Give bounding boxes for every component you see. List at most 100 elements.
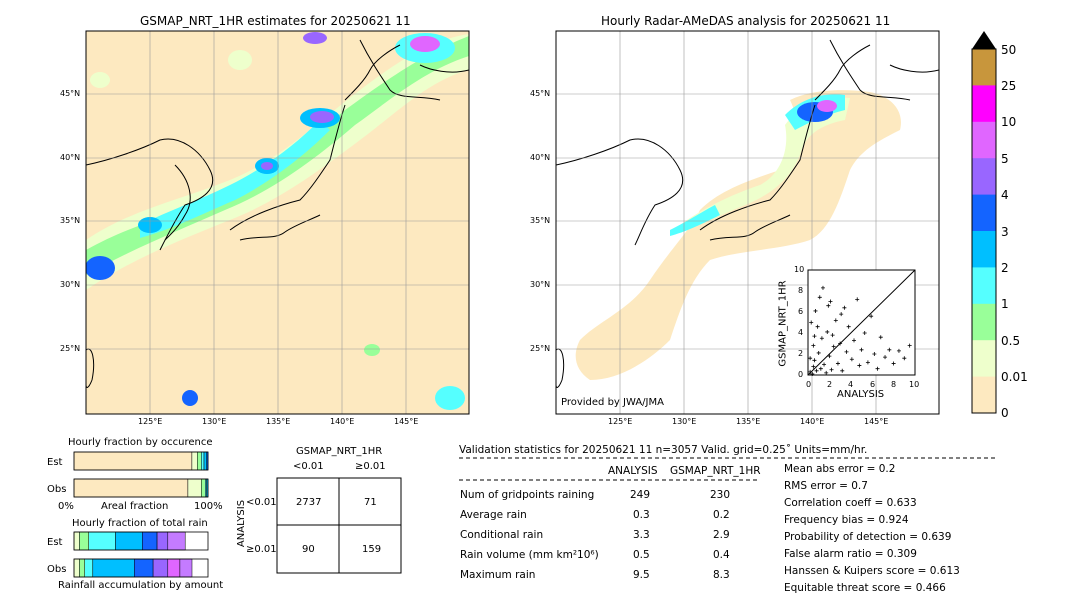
right-lat-45: 45°N [530, 89, 551, 98]
scatter-point [816, 350, 821, 355]
scatter-point [825, 329, 830, 334]
contingency-cell-11: 2737 [296, 497, 322, 508]
left-lat-35: 35°N [60, 216, 81, 225]
frac-occ-axis-right: 100% [194, 501, 223, 512]
frac-total-est-label: Est [47, 537, 63, 548]
colorbar-cell [972, 376, 996, 414]
cbar-label-5: 5 [1001, 152, 1009, 166]
contingency-col2: ≥0.01 [355, 461, 386, 472]
scatter-point [812, 358, 817, 363]
frac-total-obs-label: Obs [47, 564, 67, 575]
left-lat-30: 30°N [60, 280, 81, 289]
scatter-point [817, 295, 822, 300]
validation-col-gsmap: GSMAP_NRT_1HR [670, 465, 761, 477]
score-line: False alarm ratio = 0.309 [784, 548, 917, 560]
frac-occ-axis-mid: Areal fraction [101, 501, 169, 512]
cbar-label-3: 3 [1001, 225, 1009, 239]
right-lon-125: 125°E [608, 417, 633, 426]
scatter-point [878, 335, 883, 340]
validation-row-gsmap: 2.9 [713, 529, 730, 541]
colorbar-cells [972, 49, 996, 414]
fraction-segment [73, 451, 193, 471]
cbar-label-0: 0 [1001, 406, 1009, 420]
validation-col-analysis: ANALYSIS [608, 465, 658, 477]
scatter-point [830, 333, 835, 338]
fraction-segment [205, 478, 207, 498]
scatter-point [883, 355, 888, 360]
score-line: Probability of detection = 0.639 [784, 531, 952, 543]
cbar-label-1: 1 [1001, 297, 1009, 311]
fraction-segment [142, 531, 158, 551]
scatter-point [831, 344, 836, 349]
left-lon-140: 140°E [330, 417, 355, 426]
frac-total-axis-mid: Rainfall accumulation by amount [58, 580, 224, 591]
scatter-point [810, 371, 815, 376]
scatter-point [820, 285, 825, 290]
right-lon-145: 145°E [864, 417, 889, 426]
fraction-segment [92, 558, 135, 578]
scatter-point [907, 343, 912, 348]
left-lon-135: 135°E [266, 417, 291, 426]
cbar-label-10: 10 [1001, 115, 1017, 129]
right-lon-130: 130°E [672, 417, 697, 426]
validation-row-label: Conditional rain [460, 529, 544, 541]
contingency-col1: <0.01 [293, 461, 324, 472]
fraction-segment [134, 558, 154, 578]
scatter-point [828, 299, 833, 304]
right-lon-135: 135°E [736, 417, 761, 426]
colorbar-cell [972, 231, 996, 268]
fraction-bar-outline [73, 451, 209, 471]
scatter-point [826, 303, 831, 308]
colorbar-cell [972, 49, 996, 86]
score-line: RMS error = 0.7 [784, 480, 868, 492]
scatter-point [811, 343, 816, 348]
scatter-point [839, 312, 844, 317]
contingency-cell-12: 71 [364, 497, 377, 508]
cbar-label-4: 4 [1001, 188, 1009, 202]
scatter-ytick-6: 6 [798, 307, 804, 316]
validation-row-gsmap: 230 [710, 489, 731, 501]
validation-row-gsmap: 8.3 [713, 569, 730, 581]
fraction-segment [79, 531, 90, 551]
score-line: Equitable threat score = 0.466 [784, 582, 946, 594]
fraction-bar-outline [73, 531, 209, 551]
score-line: Hanssen & Kuipers score = 0.613 [784, 565, 960, 577]
scatter-ytick-0: 0 [798, 370, 804, 379]
scatter-point [869, 314, 874, 319]
scatter-point [815, 324, 820, 329]
scatter-point [818, 366, 823, 371]
scatter-point [813, 308, 818, 313]
colorbar-cell [972, 340, 996, 378]
scatter-ytick-10: 10 [794, 265, 805, 274]
right-map-title: Hourly Radar-AMeDAS analysis for 2025062… [601, 14, 891, 28]
fraction-segment [203, 451, 207, 471]
scatter-point [814, 368, 819, 373]
scatter-point [896, 348, 901, 353]
scatter-point [809, 320, 814, 325]
scatter-point [865, 360, 870, 365]
scatter-points [808, 285, 912, 376]
fraction-segment [156, 531, 169, 551]
scatter-ytick-8: 8 [798, 286, 804, 295]
scatter-point [819, 336, 824, 341]
scatter-point [808, 356, 813, 361]
score-line: Frequency bias = 0.924 [784, 514, 909, 526]
scatter-point [891, 361, 896, 366]
validation-row-label: Num of gridpoints raining [460, 489, 595, 501]
scatter-point [838, 341, 843, 346]
fraction-segment [191, 451, 198, 471]
validation-row-analysis: 3.3 [633, 529, 650, 541]
fraction-segment [167, 531, 186, 551]
scatter-point [844, 349, 849, 354]
right-lon-140: 140°E [800, 417, 825, 426]
fraction-bar-outline [73, 478, 209, 498]
scatter-xtick-4: 4 [848, 380, 854, 389]
left-lat-25: 25°N [60, 344, 81, 353]
scatter-point [875, 366, 880, 371]
right-lat-35: 35°N [530, 216, 551, 225]
contingency-cell-22: 159 [362, 544, 382, 555]
fraction-segment [201, 451, 205, 471]
scatter-xtick-6: 6 [870, 380, 876, 389]
validation-row-analysis: 249 [630, 489, 651, 501]
fraction-segment [206, 478, 209, 498]
